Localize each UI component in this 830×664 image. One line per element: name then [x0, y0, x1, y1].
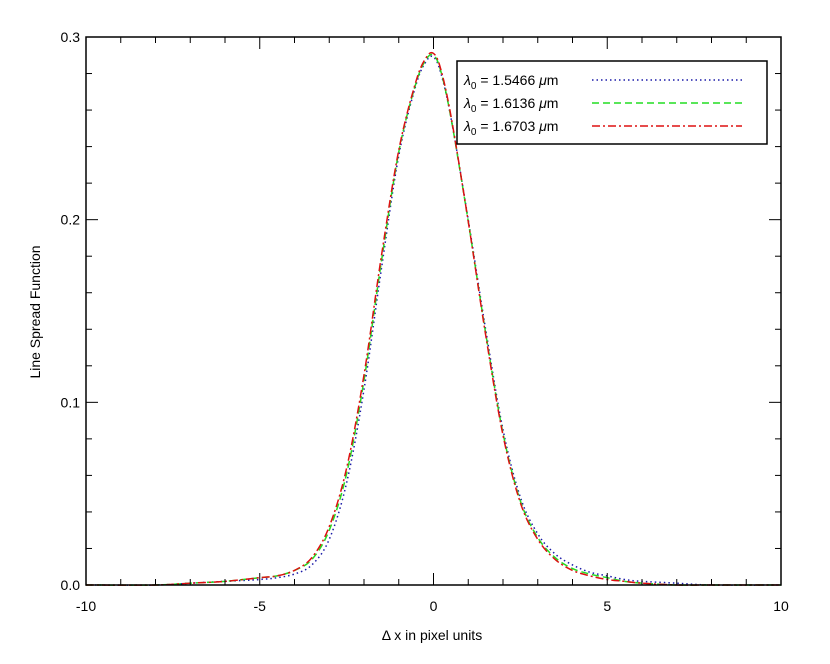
y-tick-label: 0.3: [61, 29, 81, 45]
legend: λ0 = 1.5466 μm λ0 = 1.6136 μm λ0 = 1.6703 …: [456, 60, 768, 145]
axis-tick-labels: -10 -5 0 5 10 0.0 0.1 0.2 0.3: [61, 29, 789, 614]
y-tick-label: 0.2: [61, 212, 81, 228]
series-line-3: [85, 51, 781, 586]
x-axis-title: Δ x in pixel units: [382, 627, 482, 643]
axis-ticks: [85, 36, 782, 586]
x-tick-label: -5: [254, 598, 267, 614]
x-tick-label: 10: [773, 598, 789, 614]
x-tick-label: -10: [76, 598, 96, 614]
x-tick-label: 5: [603, 598, 611, 614]
y-tick-label: 0.0: [61, 577, 81, 593]
legend-label-3: λ0 = 1.6703 μm: [463, 118, 558, 138]
legend-label-2: λ0 = 1.6136 μm: [463, 95, 558, 115]
series-line-1: [85, 55, 782, 586]
y-tick-label: 0.1: [61, 394, 81, 410]
y-axis-title: Line Spread Function: [27, 245, 43, 378]
x-tick-label: 0: [430, 598, 438, 614]
legend-label-1: λ0 = 1.5466 μm: [463, 72, 558, 92]
series-lines: [85, 51, 782, 586]
